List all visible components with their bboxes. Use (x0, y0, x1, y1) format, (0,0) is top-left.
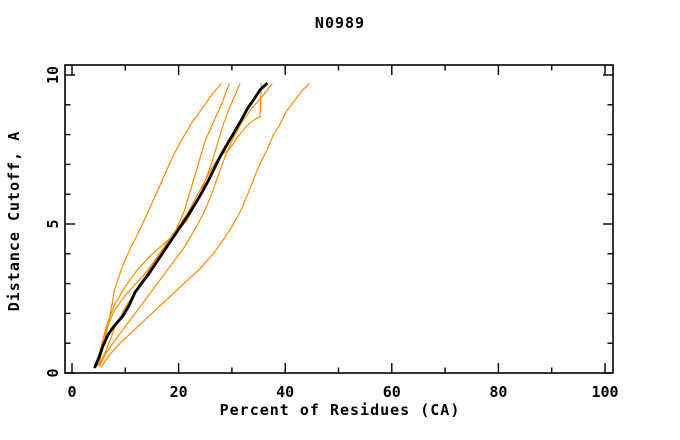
curve-orange-curve-2 (98, 83, 230, 367)
y-tick-label: 5 (44, 219, 62, 228)
curve-orange-curve-1 (98, 83, 222, 365)
x-tick-label: 60 (383, 383, 401, 401)
x-tick-label: 80 (489, 383, 507, 401)
y-axis-label: Distance Cutoff, A (5, 130, 23, 312)
x-axis-label: Percent of Residues (CA) (219, 401, 461, 419)
x-tick-label: 0 (67, 383, 76, 401)
x-tick-label: 40 (276, 383, 294, 401)
curve-orange-curve-5 (99, 83, 273, 367)
chart-title: N0989 (314, 14, 366, 32)
y-tick-label: 10 (44, 66, 62, 84)
y-tick-label: 0 (44, 368, 62, 377)
curve-black-bold-curve (93, 82, 268, 369)
curve-orange-curve-6 (100, 83, 310, 368)
x-tick-label: 20 (170, 383, 188, 401)
x-tick-label: 100 (591, 383, 618, 401)
axis-frame (64, 64, 614, 374)
curve-orange-curve-3 (95, 83, 241, 368)
curve-orange-curve-4 (96, 83, 262, 367)
